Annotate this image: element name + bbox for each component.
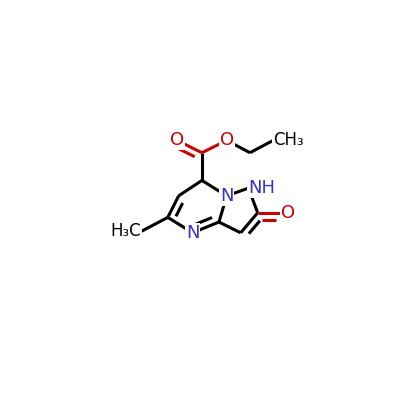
Text: O: O: [170, 132, 184, 150]
Text: N: N: [186, 224, 199, 242]
Text: N: N: [220, 187, 234, 205]
Text: O: O: [220, 132, 234, 150]
Text: O: O: [281, 204, 295, 222]
Text: H₃C: H₃C: [111, 222, 142, 240]
Text: NH: NH: [248, 179, 275, 197]
Text: CH₃: CH₃: [273, 132, 304, 150]
